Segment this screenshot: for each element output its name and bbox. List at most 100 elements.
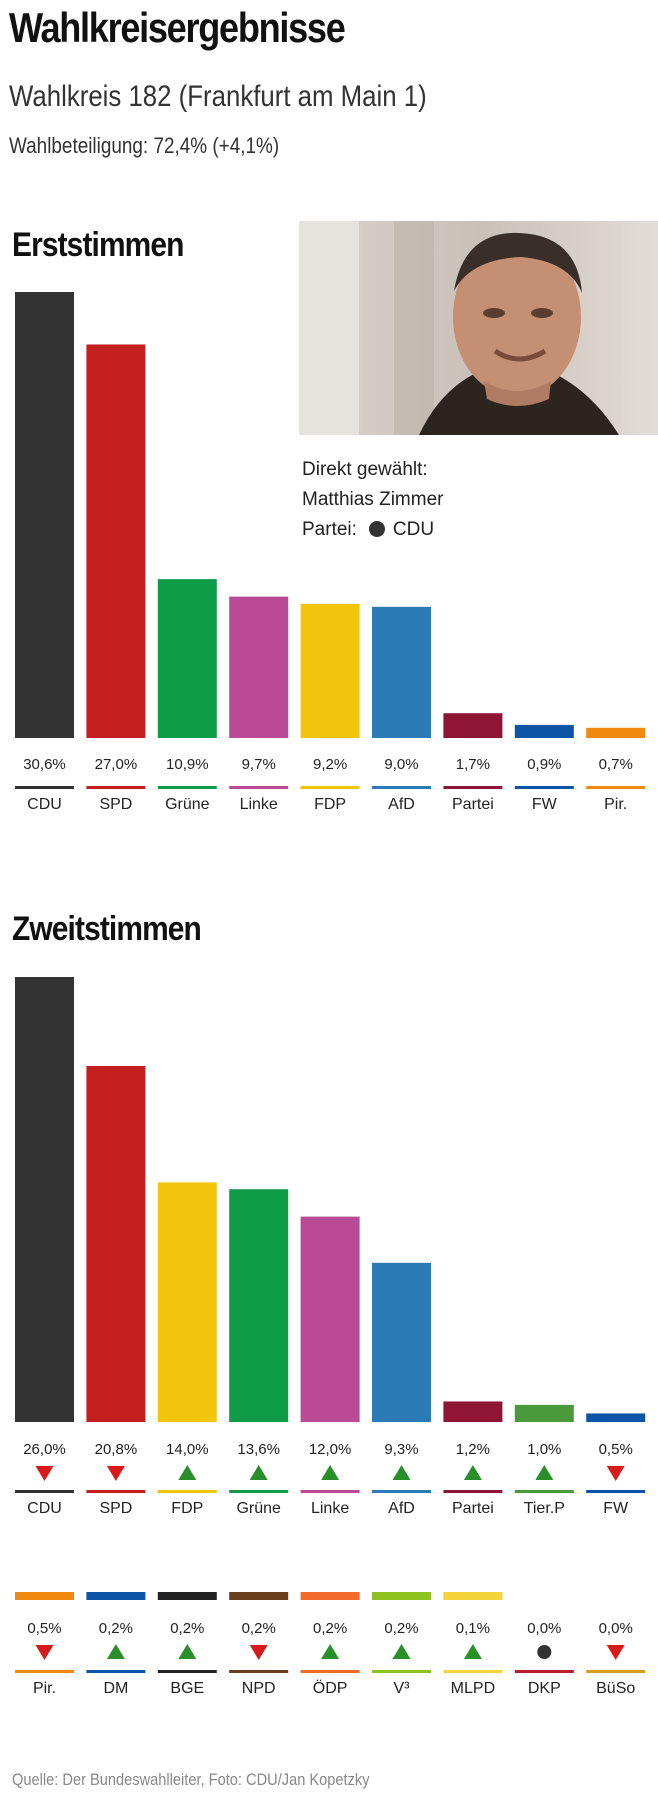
value-label-bge: 0,2%: [170, 1620, 204, 1637]
category-line-npd: [229, 1670, 289, 1673]
section-title-erststimmen: Erststimmen: [12, 226, 184, 264]
bar-v3: [372, 1592, 431, 1600]
category-label-partei: Partei: [452, 1500, 494, 1517]
category-label-dm: DM: [103, 1680, 128, 1697]
winner-label: Direkt gewählt:: [302, 459, 428, 480]
bar-fw: [586, 1413, 646, 1422]
category-label-pir: Pir.: [604, 796, 627, 813]
bar-afd: [372, 1262, 431, 1422]
category-label-v3: V³: [394, 1680, 411, 1697]
bar-partei: [443, 1401, 503, 1422]
trend-up-icon: [463, 1465, 482, 1480]
value-label-pir: 0,5%: [27, 1620, 61, 1637]
value-label-bueso: 0,0%: [599, 1620, 633, 1637]
value-label-afd: 9,0%: [384, 756, 418, 773]
page-subtitle: Wahlkreis 182 (Frankfurt am Main 1): [9, 80, 427, 113]
value-label-partei: 1,7%: [456, 756, 490, 773]
category-line-gruene: [229, 1490, 289, 1493]
category-line-fw: [586, 1490, 646, 1493]
category-label-spd: SPD: [99, 796, 132, 813]
trend-down-icon: [35, 1466, 54, 1481]
category-line-dm: [86, 1670, 146, 1673]
trend-down-icon: [606, 1466, 625, 1481]
category-label-dkp: DKP: [528, 1680, 561, 1697]
category-line-cdu: [15, 786, 74, 789]
category-line-bueso: [586, 1670, 646, 1673]
category-line-linke: [229, 786, 289, 789]
value-label-oedp: 0,2%: [313, 1620, 347, 1637]
trend-up-icon: [535, 1465, 554, 1480]
category-label-cdu: CDU: [27, 1500, 62, 1517]
category-line-tier-p: [514, 1490, 574, 1493]
section-title-zweitstimmen: Zweitstimmen: [12, 910, 202, 948]
bar-linke: [300, 1216, 360, 1422]
bar-spd: [86, 344, 146, 738]
trend-neutral-icon: [537, 1645, 552, 1659]
category-line-afd: [372, 1490, 431, 1493]
value-label-spd: 20,8%: [95, 1441, 138, 1458]
value-label-fdp: 14,0%: [166, 1441, 209, 1458]
category-label-afd: AfD: [388, 796, 415, 813]
category-line-gruene: [157, 786, 217, 789]
category-label-fdp: FDP: [314, 796, 346, 813]
trend-up-icon: [392, 1465, 411, 1480]
category-line-partei: [443, 786, 503, 789]
bar-pir: [15, 1592, 74, 1600]
value-label-afd: 9,3%: [384, 1441, 418, 1458]
value-label-dm: 0,2%: [99, 1620, 133, 1637]
category-label-linke: Linke: [311, 1500, 349, 1517]
value-label-gruene: 10,9%: [166, 756, 209, 773]
category-label-npd: NPD: [242, 1680, 276, 1697]
category-label-fdp: FDP: [171, 1500, 203, 1517]
category-line-partei: [443, 1490, 503, 1493]
category-label-partei: Partei: [452, 796, 494, 813]
category-line-dkp: [514, 1670, 574, 1673]
category-line-afd: [372, 786, 431, 789]
category-label-bge: BGE: [170, 1680, 204, 1697]
bar-fdp: [300, 603, 360, 738]
category-line-bge: [157, 1670, 217, 1673]
trend-up-icon: [106, 1644, 125, 1659]
category-label-fw: FW: [603, 1500, 629, 1517]
value-label-gruene: 13,6%: [237, 1441, 280, 1458]
bar-npd: [229, 1592, 289, 1600]
value-label-fw: 0,9%: [527, 756, 561, 773]
category-label-bueso: BüSo: [596, 1680, 635, 1697]
category-label-spd: SPD: [99, 1500, 132, 1517]
category-line-spd: [86, 1490, 146, 1493]
bar-linke: [229, 596, 289, 738]
category-label-cdu: CDU: [27, 796, 62, 813]
winner-party: CDU: [392, 519, 435, 540]
value-label-v3: 0,2%: [384, 1620, 418, 1637]
bar-fw: [514, 724, 574, 738]
bar-mlpd: [443, 1592, 503, 1600]
trend-down-icon: [249, 1645, 268, 1660]
trend-down-icon: [606, 1645, 625, 1660]
value-label-cdu: 26,0%: [23, 1441, 66, 1458]
category-label-fw: FW: [532, 796, 558, 813]
bar-spd: [86, 1066, 146, 1422]
zweitstimmen-small-parties-chart: 0,5% Pir. 0,2% DM 0,2% BGE 0,2% NPD 0,2% ÖDP 0,2% V…: [15, 1592, 646, 1697]
trend-down-icon: [35, 1645, 54, 1660]
category-line-spd: [86, 786, 146, 789]
category-line-pir: [586, 786, 646, 789]
turnout-text: Wahlbeteiligung: 72,4% (+4,1%): [9, 133, 280, 158]
category-label-linke: Linke: [240, 796, 278, 813]
winner-party-row: Partei: CDU: [302, 519, 434, 541]
value-label-fw: 0,5%: [599, 1441, 633, 1458]
page-title: Wahlkreisergebnisse: [9, 4, 346, 51]
party-dot-icon: [368, 521, 385, 537]
category-line-fdp: [300, 786, 360, 789]
winner-name: Matthias Zimmer: [302, 489, 444, 510]
category-line-v3: [372, 1670, 431, 1673]
category-label-pir: Pir.: [33, 1680, 56, 1697]
bar-dm: [86, 1592, 146, 1600]
trend-down-icon: [106, 1466, 125, 1481]
value-label-pir: 0,7%: [599, 756, 633, 773]
bar-cdu: [15, 977, 74, 1422]
value-label-linke: 9,7%: [242, 756, 276, 773]
category-line-oedp: [300, 1670, 360, 1673]
bar-oedp: [300, 1592, 360, 1600]
value-label-cdu: 30,6%: [23, 756, 66, 773]
category-label-oedp: ÖDP: [313, 1679, 348, 1697]
